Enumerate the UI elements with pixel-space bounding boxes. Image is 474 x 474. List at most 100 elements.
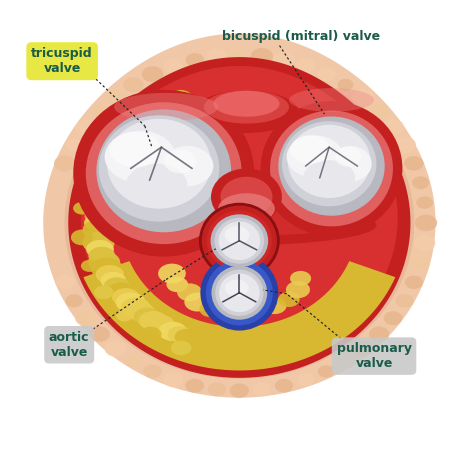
- Ellipse shape: [74, 91, 254, 256]
- Ellipse shape: [286, 281, 310, 298]
- Ellipse shape: [100, 201, 120, 216]
- Ellipse shape: [105, 340, 127, 357]
- Ellipse shape: [144, 314, 175, 335]
- Ellipse shape: [73, 202, 91, 215]
- Text: pulmonary
valve: pulmonary valve: [337, 342, 411, 370]
- Ellipse shape: [253, 383, 271, 396]
- Ellipse shape: [91, 167, 123, 188]
- Ellipse shape: [161, 146, 213, 186]
- Ellipse shape: [54, 155, 75, 172]
- Ellipse shape: [99, 115, 219, 222]
- Ellipse shape: [303, 160, 355, 196]
- Ellipse shape: [194, 91, 299, 133]
- Ellipse shape: [200, 301, 222, 317]
- Ellipse shape: [211, 168, 282, 225]
- Ellipse shape: [225, 226, 249, 244]
- Ellipse shape: [89, 182, 115, 199]
- Ellipse shape: [201, 204, 278, 277]
- Ellipse shape: [86, 240, 114, 258]
- Ellipse shape: [104, 151, 130, 168]
- Ellipse shape: [140, 327, 162, 342]
- Ellipse shape: [201, 255, 278, 330]
- Ellipse shape: [369, 104, 389, 119]
- Ellipse shape: [335, 353, 356, 369]
- Ellipse shape: [109, 132, 161, 167]
- Ellipse shape: [123, 77, 144, 92]
- Ellipse shape: [353, 341, 374, 356]
- Ellipse shape: [98, 215, 119, 231]
- Ellipse shape: [84, 208, 109, 224]
- Ellipse shape: [106, 90, 126, 105]
- Ellipse shape: [218, 193, 275, 224]
- Ellipse shape: [87, 195, 110, 211]
- Ellipse shape: [86, 228, 109, 244]
- Ellipse shape: [412, 176, 429, 189]
- Ellipse shape: [206, 260, 273, 325]
- Ellipse shape: [158, 264, 186, 283]
- Ellipse shape: [114, 123, 135, 138]
- Ellipse shape: [88, 247, 115, 264]
- Ellipse shape: [171, 341, 191, 356]
- Ellipse shape: [107, 119, 211, 209]
- Ellipse shape: [121, 128, 151, 148]
- Ellipse shape: [82, 232, 115, 254]
- Ellipse shape: [412, 256, 429, 270]
- Ellipse shape: [215, 270, 264, 316]
- Ellipse shape: [415, 215, 437, 231]
- Ellipse shape: [98, 164, 121, 179]
- Ellipse shape: [143, 365, 162, 378]
- Ellipse shape: [100, 156, 127, 174]
- Ellipse shape: [125, 355, 142, 367]
- Ellipse shape: [55, 275, 74, 290]
- Polygon shape: [64, 59, 414, 379]
- Ellipse shape: [164, 59, 182, 73]
- Polygon shape: [68, 57, 410, 378]
- Ellipse shape: [116, 292, 146, 312]
- Ellipse shape: [219, 273, 260, 312]
- Ellipse shape: [159, 105, 187, 124]
- Ellipse shape: [141, 117, 165, 133]
- Ellipse shape: [102, 187, 122, 202]
- Ellipse shape: [114, 93, 218, 121]
- Ellipse shape: [90, 174, 118, 193]
- Ellipse shape: [100, 272, 126, 289]
- Ellipse shape: [329, 146, 372, 182]
- Ellipse shape: [248, 301, 270, 316]
- Ellipse shape: [231, 302, 256, 321]
- Ellipse shape: [231, 49, 247, 61]
- Ellipse shape: [290, 271, 311, 286]
- Ellipse shape: [164, 150, 197, 173]
- Ellipse shape: [414, 235, 435, 251]
- Ellipse shape: [395, 294, 414, 308]
- Ellipse shape: [263, 297, 287, 314]
- Ellipse shape: [167, 326, 192, 342]
- Ellipse shape: [335, 147, 361, 166]
- Ellipse shape: [112, 288, 140, 306]
- Ellipse shape: [211, 266, 267, 319]
- Ellipse shape: [71, 229, 93, 245]
- Ellipse shape: [104, 277, 130, 295]
- Ellipse shape: [130, 126, 153, 141]
- Ellipse shape: [382, 119, 404, 136]
- Ellipse shape: [96, 109, 231, 232]
- Ellipse shape: [173, 100, 201, 118]
- Ellipse shape: [116, 133, 146, 153]
- Ellipse shape: [134, 308, 161, 326]
- Text: tricuspid
valve: tricuspid valve: [31, 47, 93, 75]
- Ellipse shape: [230, 383, 249, 398]
- Ellipse shape: [138, 311, 168, 330]
- Ellipse shape: [153, 109, 179, 127]
- Ellipse shape: [393, 137, 416, 153]
- Ellipse shape: [92, 145, 115, 161]
- Ellipse shape: [184, 292, 211, 311]
- Ellipse shape: [128, 303, 155, 321]
- Text: aortic
valve: aortic valve: [49, 331, 90, 359]
- Ellipse shape: [213, 91, 280, 117]
- Ellipse shape: [290, 136, 330, 164]
- Ellipse shape: [295, 58, 316, 73]
- Ellipse shape: [219, 221, 260, 260]
- Ellipse shape: [177, 283, 202, 301]
- Ellipse shape: [163, 372, 183, 387]
- Ellipse shape: [102, 243, 123, 259]
- Ellipse shape: [126, 164, 187, 206]
